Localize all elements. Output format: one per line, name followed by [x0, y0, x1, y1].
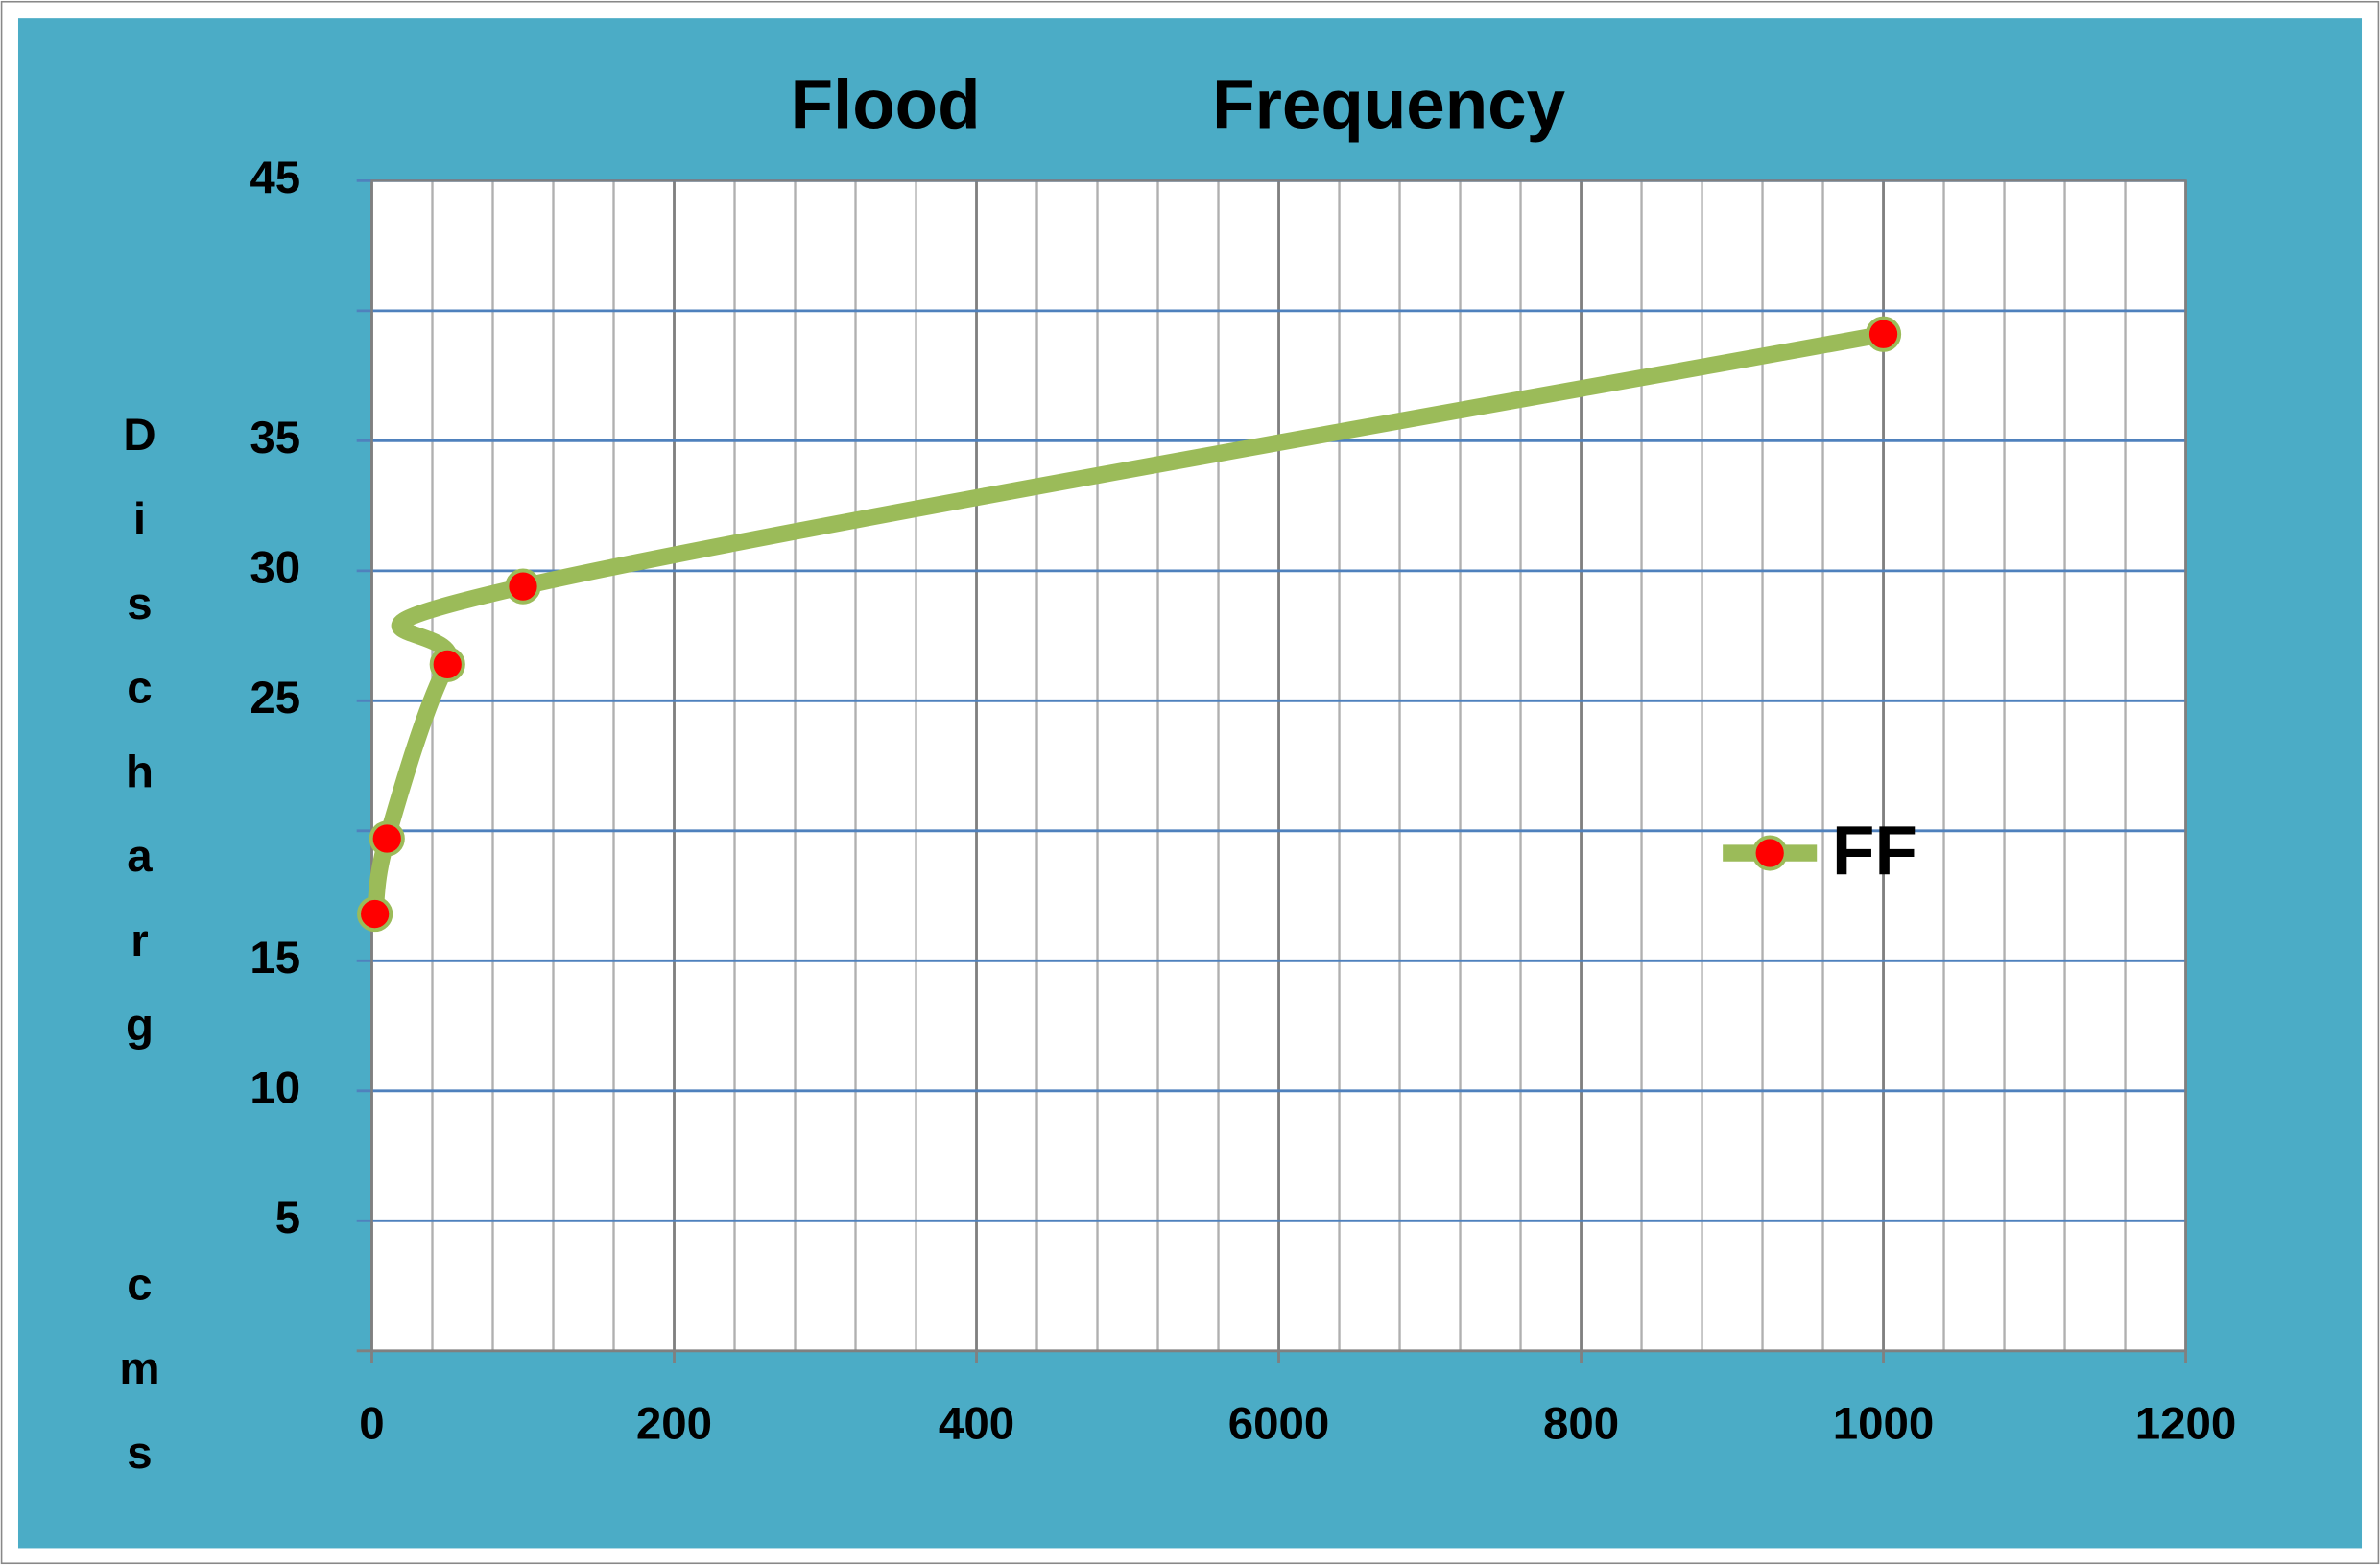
- series-line: [366, 325, 1892, 923]
- legend-label: FF: [1832, 812, 1917, 889]
- plot-border: [370, 179, 2187, 1353]
- x-tick-label: 400: [939, 1398, 1014, 1449]
- y-tick-label: 45: [250, 153, 300, 203]
- y-tick-label: 35: [250, 413, 300, 463]
- grid: [356, 178, 2187, 1363]
- data-point: [357, 895, 393, 933]
- y-tick-label: 5: [275, 1193, 300, 1244]
- y-axis-label: Discharg cms: [114, 410, 165, 1511]
- y-tick-label: 30: [250, 542, 300, 593]
- marks: [357, 316, 1902, 933]
- y-tick-label: 15: [250, 933, 300, 984]
- data-point: [1865, 316, 1902, 352]
- data-point: [369, 820, 405, 857]
- x-tick-label: 0: [359, 1398, 384, 1449]
- legend-item: FF: [1723, 812, 1917, 889]
- y-tick-label: 25: [250, 673, 300, 723]
- legend-marker: [1751, 835, 1788, 871]
- chart-title: Flood Frequency: [791, 65, 1566, 143]
- data-point: [505, 568, 541, 605]
- x-tick-label: 1200: [2135, 1398, 2237, 1449]
- data-point: [429, 646, 465, 683]
- x-tick-label: 800: [1543, 1398, 1619, 1449]
- x-tick-label: 200: [636, 1398, 712, 1449]
- x-tick-label: 6000: [1228, 1398, 1330, 1449]
- x-tick-label: 1000: [1833, 1398, 1935, 1449]
- y-tick-label: 10: [250, 1062, 300, 1113]
